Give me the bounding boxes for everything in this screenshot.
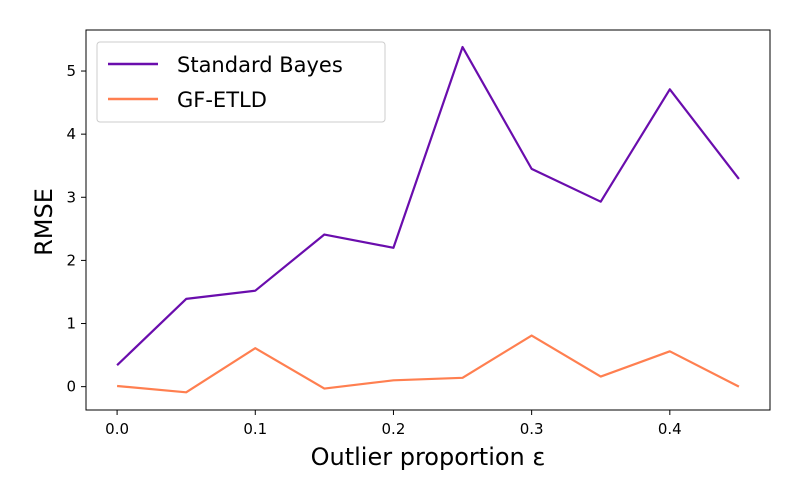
x-tick-label: 0.0 xyxy=(105,420,129,438)
legend-label-gf-etld: GF-ETLD xyxy=(177,88,267,112)
x-tick-label: 0.3 xyxy=(520,420,544,438)
x-tick-label: 0.4 xyxy=(658,420,682,438)
series-line-standard-bayes xyxy=(116,45,740,366)
y-tick-label: 0 xyxy=(66,378,76,396)
x-axis-ticks: 0.0 0.1 0.2 0.3 0.4 xyxy=(105,410,682,438)
y-tick-label: 3 xyxy=(66,188,76,206)
legend-box xyxy=(96,41,386,123)
y-tick-label: 4 xyxy=(66,125,76,143)
y-tick-label: 5 xyxy=(66,62,76,80)
legend-label-standard-bayes: Standard Bayes xyxy=(177,53,343,77)
y-axis-ticks: 0 1 2 3 4 5 xyxy=(66,62,86,396)
plot-frame xyxy=(85,29,771,411)
series-line-gf-etld xyxy=(116,334,740,394)
y-tick-label: 1 xyxy=(66,315,76,333)
x-tick-label: 0.1 xyxy=(243,420,267,438)
plot-lines xyxy=(116,45,740,394)
x-tick-label: 0.2 xyxy=(382,420,406,438)
legend: Standard Bayes GF-ETLD xyxy=(96,41,386,123)
y-tick-label: 2 xyxy=(66,251,76,269)
x-axis-title: Outlier proportion ε xyxy=(311,443,546,471)
y-axis-title: RMSE xyxy=(30,188,58,256)
